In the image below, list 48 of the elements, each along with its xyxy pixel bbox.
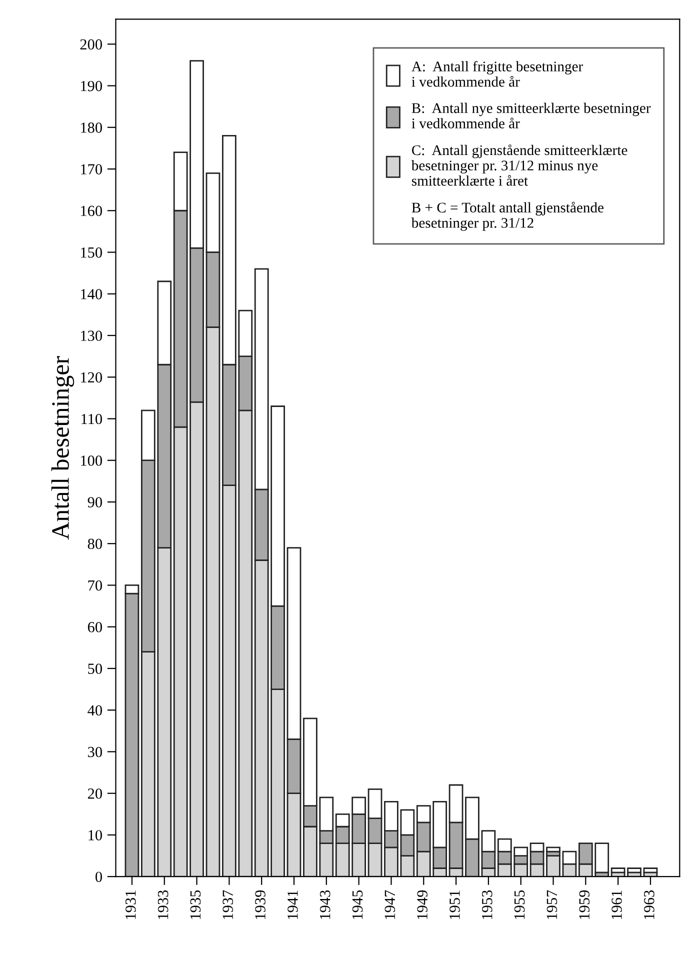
y-tick-label: 170: [81, 164, 102, 174]
y-tick-label: 0: [96, 872, 102, 882]
x-tick-label: 1959: [579, 890, 590, 919]
legend-label: B: Antall nye smitteerklærte besetninger i vedkommende år: [412, 102, 651, 128]
y-tick-label: 60: [88, 622, 102, 632]
x-tick-label: 1955: [514, 890, 525, 919]
y-tick-label: 160: [81, 206, 102, 216]
x-tick-label: 1943: [320, 890, 330, 919]
y-tick-label: 40: [88, 705, 102, 716]
x-tick-label: 1963: [644, 890, 654, 919]
x-tick-label: 1961: [612, 890, 622, 919]
bar: [546, 846, 560, 852]
y-tick-label: 70: [88, 580, 102, 591]
annotation: B + C = Totalt antall gjenstående besetninger pr. 31/12: [411, 202, 604, 231]
y-tick-label: 20: [88, 788, 102, 799]
y-tick-label: 30: [88, 746, 102, 758]
y-tick-label: 100: [81, 455, 102, 466]
legend-label: C: Antall gjenstående smitteerklærte besetninger pr. 31/12 minus nye smitteerklærte i året: [411, 144, 628, 186]
bar: [546, 855, 560, 877]
x-tick-label: 1947: [384, 890, 396, 919]
bar: [610, 868, 626, 874]
legend-label: A: Antall frigitte besetninger i vedkommende år: [412, 61, 583, 87]
y-tick-label: 140: [81, 289, 102, 300]
x-tick-label: 1941: [288, 890, 298, 919]
x-tick-label: 1939: [255, 890, 266, 919]
x-tick-label: 1953: [482, 890, 492, 919]
x-tick-label: 1949: [417, 890, 428, 919]
y-tick-label: 190: [81, 80, 102, 92]
x-tick-label: 1931: [126, 890, 136, 919]
x-tick-label: 1945: [352, 890, 363, 919]
y-tick-label: 80: [88, 538, 102, 550]
x-tick-label: 1935: [190, 890, 201, 919]
y-tick-label: 10: [88, 830, 102, 840]
y-tick-label: 50: [88, 664, 102, 674]
y-tick-label: 150: [81, 247, 102, 258]
x-tick-label: 1937: [222, 890, 234, 919]
y-tick-label: 130: [81, 330, 102, 341]
y-axis-title: Antall besetninger: [51, 356, 74, 540]
x-tick-label: 1933: [158, 890, 168, 919]
bar: [627, 868, 642, 874]
y-tick-label: 90: [88, 497, 102, 508]
y-tick-label: 200: [80, 39, 102, 50]
bar: [643, 868, 658, 874]
y-tick-label: 120: [81, 372, 102, 383]
x-tick-label: 1957: [546, 890, 558, 919]
y-tick-label: 180: [81, 122, 102, 133]
y-tick-label: 110: [82, 414, 102, 424]
x-tick-label: 1951: [450, 890, 460, 919]
